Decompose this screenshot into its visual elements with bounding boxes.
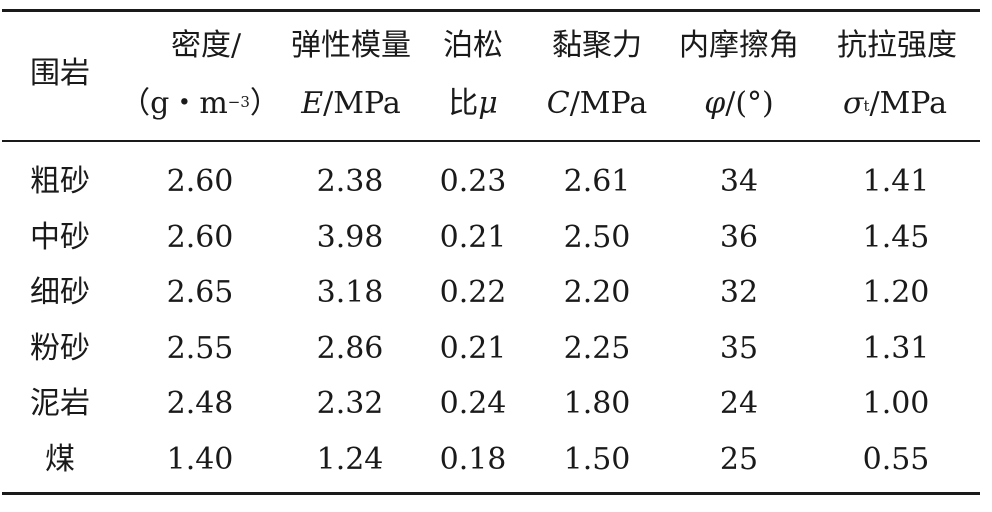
- table-cell: 1.40: [166, 441, 234, 477]
- table-cell: 0.21: [439, 330, 507, 366]
- table-cell: 2.86: [316, 330, 384, 366]
- table-cell: 2.65: [166, 275, 234, 310]
- table-cell: 24: [719, 386, 759, 421]
- table-cell: 34: [719, 164, 759, 199]
- table-cell: 35: [719, 330, 759, 366]
- table-cell: 25: [719, 441, 759, 477]
- table-cell: 2.60: [166, 219, 234, 255]
- header-cohesion-unit: C/MPa: [546, 86, 648, 121]
- table-cell: 1.41: [862, 164, 930, 199]
- table-cell: 2.32: [316, 386, 384, 421]
- top-rule: [2, 9, 980, 12]
- table-cell: 1.31: [862, 330, 930, 366]
- table-cell: 2.38: [316, 164, 384, 199]
- header-tensile-unit: σt/MPa: [842, 86, 948, 121]
- table-cell: 32: [719, 275, 759, 310]
- header-cohesion-label: 黏聚力: [552, 28, 642, 63]
- table-cell: 2.61: [563, 164, 631, 199]
- table-cell: 2.48: [166, 386, 234, 421]
- header-rule: [2, 140, 980, 142]
- table-cell: 1.00: [862, 386, 930, 421]
- header-density-unit: （g・m−3）: [120, 86, 280, 121]
- header-friction-label: 内摩擦角: [679, 28, 799, 63]
- table-cell: 0.18: [439, 441, 507, 477]
- header-poisson-label: 泊松: [443, 28, 503, 63]
- table-cell: 0.21: [439, 219, 507, 255]
- table-cell: 3.98: [316, 219, 384, 255]
- table-cell: 1.24: [316, 441, 384, 477]
- header-friction-unit: φ/(°): [704, 86, 774, 121]
- table-cell: 36: [719, 219, 759, 255]
- table-cell: 1.80: [563, 386, 631, 421]
- rock-name-cell: 粗砂: [30, 164, 90, 199]
- header-elastic-label: 弹性模量: [291, 28, 411, 63]
- bottom-rule: [2, 492, 980, 495]
- header-rock: 围岩: [30, 56, 90, 91]
- rock-name-cell: 煤: [45, 441, 75, 477]
- table-cell: 2.50: [563, 219, 631, 255]
- header-density-label: 密度/: [170, 28, 242, 63]
- header-poisson-unit: 比μ: [448, 86, 498, 121]
- rock-name-cell: 泥岩: [30, 386, 90, 421]
- table-cell: 0.55: [862, 441, 930, 477]
- table-cell: 1.45: [862, 219, 930, 255]
- header-elastic-unit: E/MPa: [301, 86, 401, 121]
- table-cell: 2.55: [166, 330, 234, 366]
- table-cell: 2.20: [563, 275, 631, 310]
- header-tensile-label: 抗拉强度: [837, 28, 957, 63]
- table-cell: 0.24: [439, 386, 507, 421]
- table-cell: 3.18: [316, 275, 384, 310]
- table-cell: 2.25: [563, 330, 631, 366]
- table-cell: 1.20: [862, 275, 930, 310]
- rock-name-cell: 细砂: [30, 275, 90, 310]
- table-cell: 1.50: [563, 441, 631, 477]
- rock-name-cell: 粉砂: [30, 330, 90, 366]
- rock-name-cell: 中砂: [30, 219, 90, 255]
- table-cell: 0.23: [439, 164, 507, 199]
- table-cell: 2.60: [166, 164, 234, 199]
- table-cell: 0.22: [439, 275, 507, 310]
